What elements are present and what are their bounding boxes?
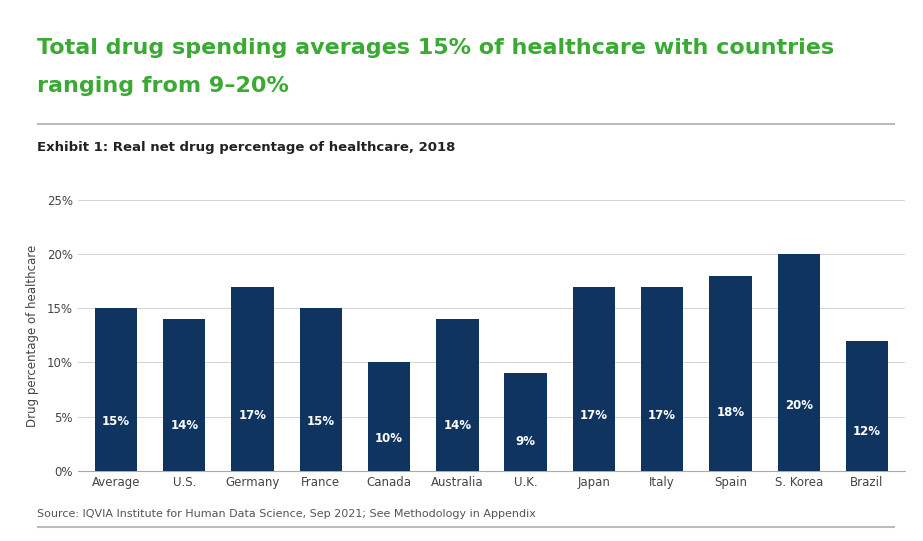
Text: Total drug spending averages 15% of healthcare with countries: Total drug spending averages 15% of heal… (37, 38, 834, 58)
Text: 10%: 10% (375, 432, 403, 445)
Bar (777, 254, 820, 471)
Text: 17%: 17% (648, 409, 677, 422)
Bar (300, 308, 342, 471)
Text: 9%: 9% (516, 435, 535, 448)
Text: ranging from 9–20%: ranging from 9–20% (37, 76, 289, 96)
Y-axis label: Drug percentage of healthcare: Drug percentage of healthcare (26, 245, 39, 426)
Text: 14%: 14% (443, 419, 472, 432)
Text: 20%: 20% (785, 399, 813, 412)
Bar (368, 362, 410, 471)
Text: Source: IQVIA Institute for Human Data Science, Sep 2021; See Methodology in App: Source: IQVIA Institute for Human Data S… (37, 510, 535, 519)
Bar (573, 287, 615, 471)
Bar (641, 287, 683, 471)
Bar (95, 308, 138, 471)
Text: 15%: 15% (306, 415, 335, 428)
Text: 18%: 18% (716, 406, 745, 419)
Bar (709, 276, 751, 471)
Text: Exhibit 1: Real net drug percentage of healthcare, 2018: Exhibit 1: Real net drug percentage of h… (37, 141, 455, 154)
Text: 17%: 17% (238, 409, 267, 422)
Bar (163, 319, 206, 471)
Text: 17%: 17% (580, 409, 608, 422)
Text: 12%: 12% (853, 425, 881, 438)
Bar (232, 287, 274, 471)
Bar (845, 341, 888, 471)
Text: 15%: 15% (102, 415, 130, 428)
Bar (437, 319, 478, 471)
Bar (505, 373, 546, 471)
Text: 14%: 14% (170, 419, 198, 432)
